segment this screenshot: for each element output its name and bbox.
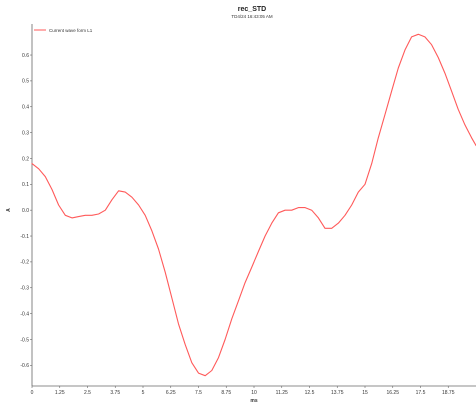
y-tick-label: -0.2 bbox=[20, 260, 29, 266]
legend: Current wave form L1 bbox=[34, 28, 93, 33]
y-tick-label: 0.2 bbox=[22, 156, 29, 162]
x-tick-label: 17.5 bbox=[416, 390, 426, 396]
y-tick-label: 0.0 bbox=[22, 208, 29, 214]
x-tick-label: 6.25 bbox=[166, 390, 176, 396]
y-tick-label: 0.5 bbox=[22, 79, 29, 85]
x-tick-label: 12.5 bbox=[305, 390, 315, 396]
x-tick-label: 1.25 bbox=[55, 390, 65, 396]
series-layer bbox=[31, 33, 476, 377]
plot-axes bbox=[31, 24, 476, 387]
chart-title: rec_STD bbox=[238, 6, 266, 13]
y-tick-label: -0.3 bbox=[20, 286, 29, 292]
x-tick-label: 16.25 bbox=[386, 390, 399, 396]
y-tick-label: -0.4 bbox=[20, 311, 29, 317]
x-tick-label: 5 bbox=[142, 390, 145, 396]
y-tick-label: -0.1 bbox=[20, 234, 29, 240]
x-tick-label: 10 bbox=[251, 390, 257, 396]
x-tick-label: 11.25 bbox=[276, 390, 288, 396]
x-axis-ticks: 0 1.25 2.5 3.75 5 6.25 7.5 8.75 10 11.25 12.5 13.75… bbox=[31, 386, 455, 396]
x-axis-label: ms bbox=[250, 398, 257, 404]
x-tick-label: 2.5 bbox=[84, 390, 91, 396]
y-tick-label: 0.6 bbox=[22, 53, 29, 59]
x-tick-label: 18.75 bbox=[442, 390, 455, 396]
legend-label-current-l1: Current wave form L1 bbox=[49, 28, 93, 33]
y-tick-label: 0.3 bbox=[22, 130, 29, 136]
x-tick-label: 0 bbox=[31, 390, 34, 396]
y-axis-label: A bbox=[6, 208, 12, 212]
chart-subtitle: TD4/24 16:43:05 AM bbox=[231, 14, 273, 19]
x-tick-label: 8.75 bbox=[221, 390, 231, 396]
x-tick-label: 13.75 bbox=[331, 390, 344, 396]
x-tick-label: 3.75 bbox=[110, 390, 120, 396]
y-tick-label: -0.5 bbox=[20, 337, 29, 343]
y-tick-label: 0.1 bbox=[22, 182, 29, 188]
x-tick-label: 7.5 bbox=[195, 390, 202, 396]
y-tick-label: -0.6 bbox=[20, 363, 29, 369]
series-line-current-l1 bbox=[31, 33, 476, 377]
x-tick-label: 15 bbox=[362, 390, 368, 396]
y-tick-label: 0.4 bbox=[22, 105, 29, 111]
y-axis-ticks: 0.6 0.5 0.4 0.3 0.2 0.1 0.0 -0.1 -0.2 -0.3 -0.4 -0.… bbox=[20, 53, 32, 369]
